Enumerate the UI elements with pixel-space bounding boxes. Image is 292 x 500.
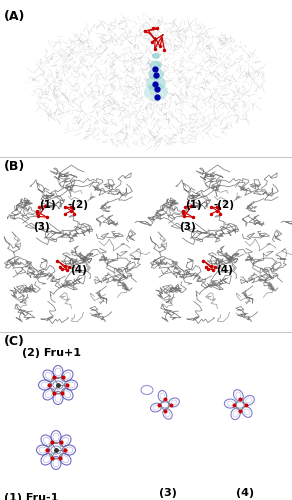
Text: (3): (3) (33, 222, 50, 232)
Text: (4): (4) (236, 488, 254, 498)
Ellipse shape (154, 46, 158, 48)
Text: (4): (4) (216, 265, 233, 275)
Text: -(2): -(2) (67, 200, 88, 210)
Text: (1): (1) (185, 200, 201, 210)
Ellipse shape (150, 60, 162, 70)
Ellipse shape (144, 83, 168, 101)
Ellipse shape (152, 53, 160, 59)
Text: (A): (A) (4, 10, 25, 23)
Ellipse shape (146, 76, 166, 90)
Text: (2) Fru+1: (2) Fru+1 (22, 348, 81, 358)
Text: (1): (1) (39, 200, 55, 210)
Text: (3): (3) (159, 488, 177, 498)
Text: (B): (B) (4, 160, 25, 173)
Text: (3): (3) (179, 222, 196, 232)
Ellipse shape (148, 68, 164, 80)
Text: (1) Fru-1: (1) Fru-1 (4, 493, 58, 500)
Text: (4): (4) (70, 265, 87, 275)
Text: -(2): -(2) (213, 200, 234, 210)
Text: (C): (C) (4, 335, 25, 348)
